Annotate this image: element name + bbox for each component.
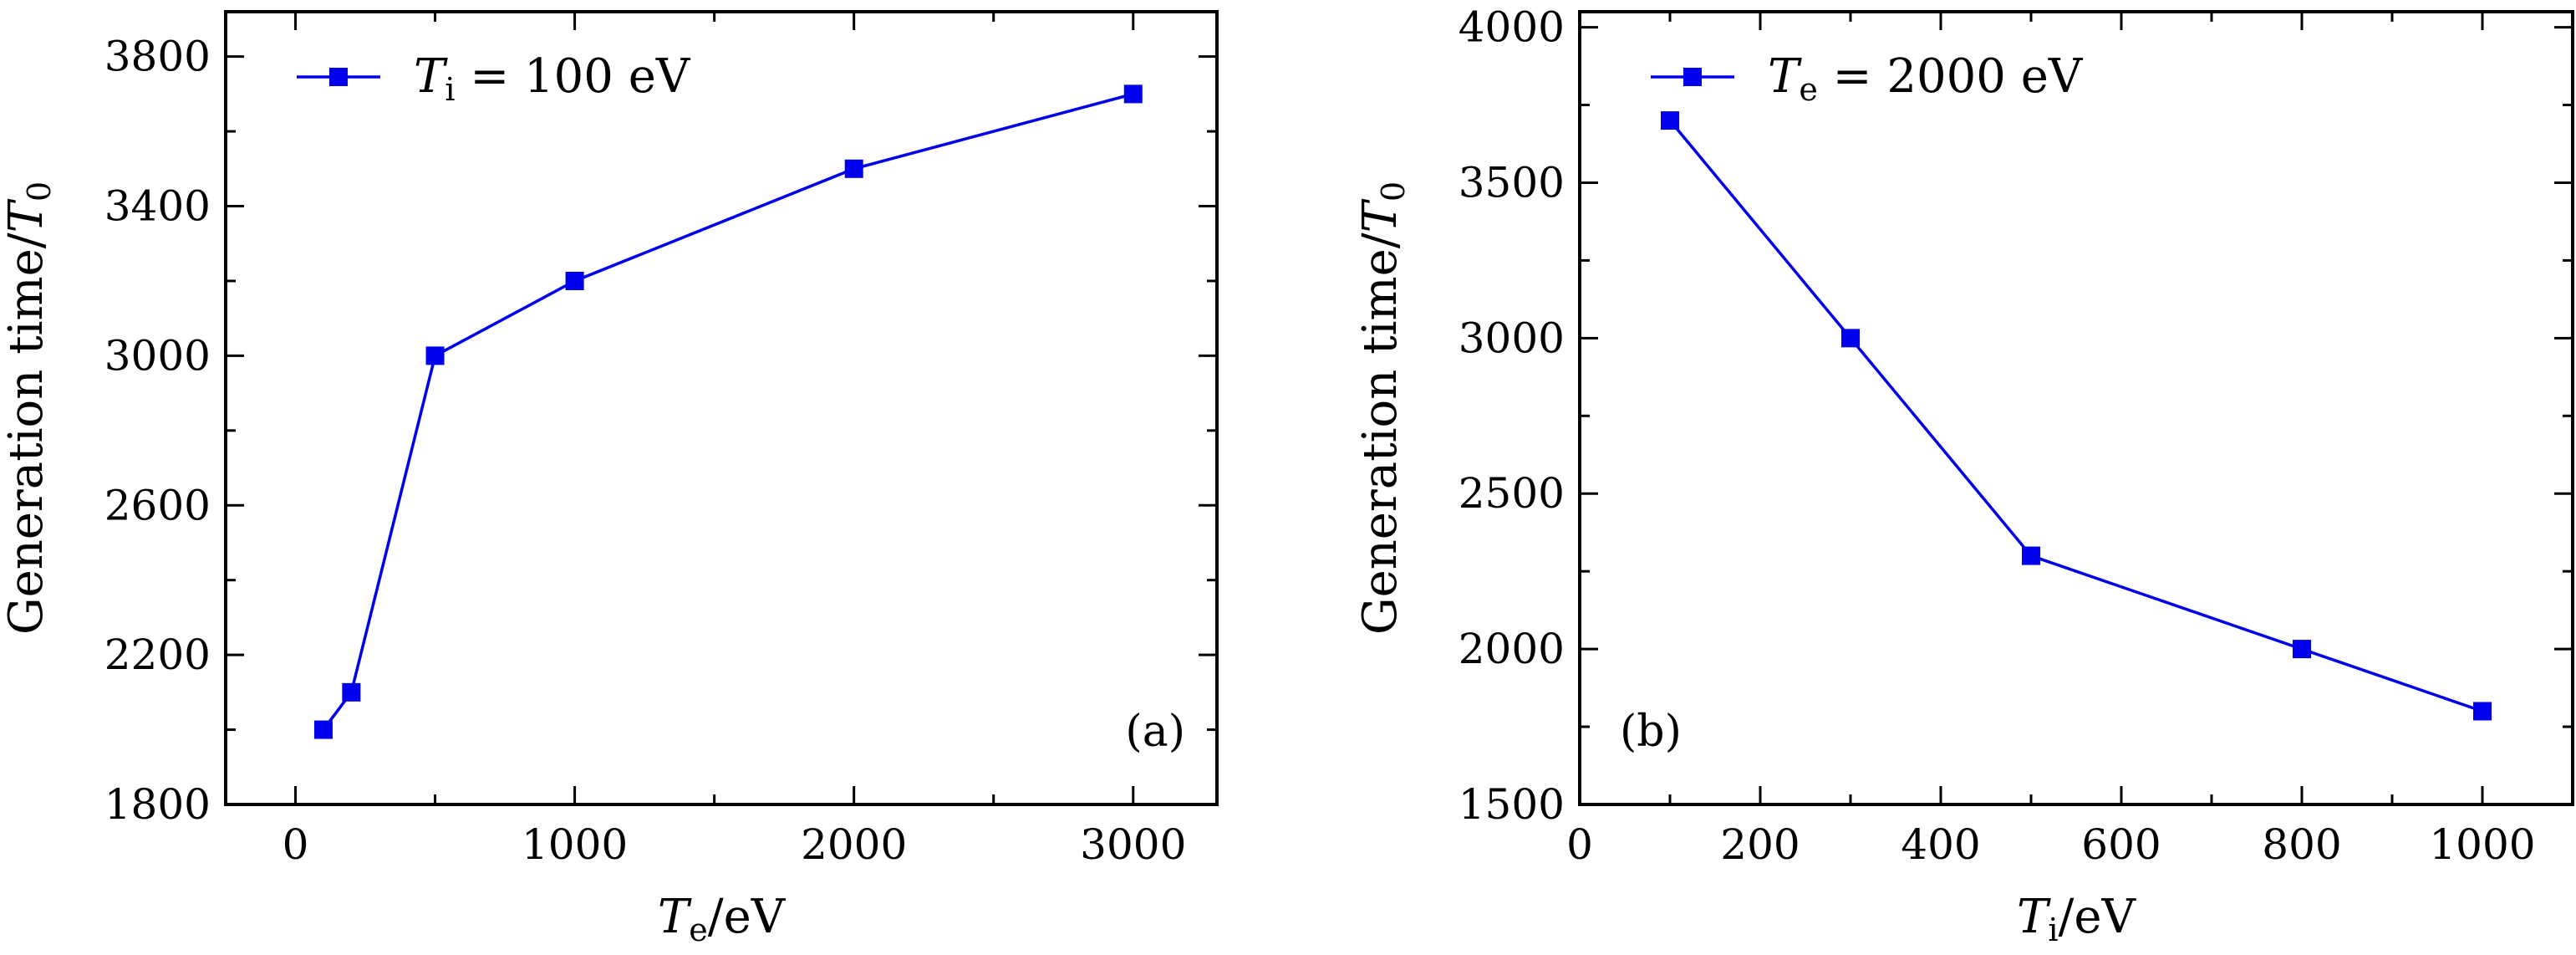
legend-marker [329, 68, 348, 86]
y-axis-label-var: T [1353, 198, 1408, 232]
y-axis-label-text: Generation time/ [0, 232, 53, 635]
x-axis-label-var: T [658, 890, 692, 944]
legend-label: Ti = 100 eV [414, 49, 691, 108]
plot-frame [224, 10, 1219, 806]
x-tick-label: 400 [1901, 820, 1980, 869]
y-tick-label: 3000 [104, 331, 211, 380]
x-axis-label-sub: e [689, 912, 708, 948]
panel-label: (a) [1125, 707, 1185, 757]
data-point [844, 159, 863, 178]
x-tick-label: 1000 [2429, 820, 2535, 869]
x-tick-label: 2000 [801, 820, 907, 869]
y-tick-label: 3400 [104, 182, 211, 231]
data-point [1661, 111, 1679, 130]
y-tick-label: 1500 [1459, 780, 1565, 829]
data-point [342, 682, 361, 702]
y-tick-label: 3500 [1459, 158, 1565, 207]
data-point [313, 720, 333, 739]
legend-label-var: T [1768, 49, 1802, 104]
y-tick-label: 1800 [104, 780, 211, 829]
x-tick-label: 600 [2081, 820, 2161, 869]
x-axis-label: Te/eV [658, 890, 787, 948]
x-tick-label: 0 [1566, 820, 1593, 869]
data-point [2293, 640, 2311, 659]
series-line [322, 92, 1134, 731]
data-point [1841, 329, 1860, 348]
y-tick-label: 2200 [104, 631, 211, 679]
x-tick-label: 0 [283, 820, 309, 869]
y-axis-label-var: T [0, 198, 53, 232]
plot-frame [1578, 10, 2574, 806]
x-axis-label-unit: /eV [708, 890, 787, 944]
legend-label-sub: i [445, 71, 455, 108]
y-axis-label-sub: 0 [21, 181, 58, 202]
chart-panel-a: 0 1000 2000 3000 1800 2200 2600 3000 3400 3800 Te/… [0, 10, 1219, 948]
x-tick-label: 1000 [522, 820, 628, 869]
x-tick-label: 800 [2262, 820, 2341, 869]
x-tick-label: 3000 [1080, 820, 1186, 869]
x-axis-label-unit: /eV [2059, 890, 2137, 944]
data-point [425, 346, 445, 365]
y-axis-label: Generation time/T0 [0, 181, 58, 635]
y-axis-label-sub: 0 [1375, 181, 1412, 202]
legend-label-sub: e [1799, 71, 1818, 108]
x-axis-label: Ti/eV [2017, 890, 2137, 948]
y-axis-label-text: Generation time/ [1353, 232, 1408, 635]
chart-panel-b: 0 200 400 600 800 1000 1500 2000 2500 3000 3500 400… [1353, 3, 2574, 948]
x-axis-label-var: T [2017, 890, 2051, 944]
y-tick-label: 3000 [1459, 314, 1565, 362]
y-axis-label: Generation time/T0 [1353, 181, 1412, 635]
data-point [2022, 546, 2040, 565]
data-point [1123, 84, 1143, 104]
legend-label: Te = 2000 eV [1768, 49, 2084, 108]
data-point [565, 271, 584, 290]
panel-label: (b) [1620, 707, 1682, 757]
data-point [2473, 702, 2492, 721]
x-tick-label: 200 [1720, 820, 1800, 869]
legend-marker [1683, 68, 1702, 86]
legend-label-var: T [414, 49, 448, 104]
legend-label-value: = 100 eV [456, 49, 691, 104]
y-tick-label: 2000 [1459, 625, 1565, 673]
y-tick-label: 4000 [1459, 3, 1565, 52]
y-tick-label: 2500 [1459, 469, 1565, 518]
x-axis-label-sub: i [2048, 912, 2058, 948]
y-tick-label: 3800 [104, 33, 211, 81]
legend-label-value: = 2000 eV [1818, 49, 2084, 104]
series-line [1668, 119, 2483, 713]
y-tick-label: 2600 [104, 481, 211, 529]
